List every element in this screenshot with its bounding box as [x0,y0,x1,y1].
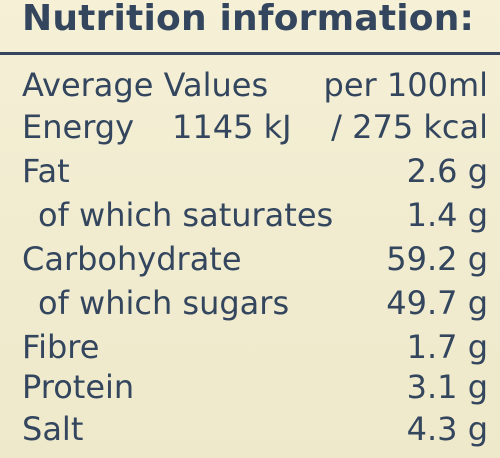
saturates-row: of which saturates 1.4 g [22,194,488,236]
sugars-label: of which sugars [38,284,290,322]
per-100ml-label: per 100ml [323,66,488,104]
salt-label: Salt [22,410,84,448]
fibre-label: Fibre [22,328,100,366]
protein-row: Protein 3.1 g [22,366,488,408]
carbohydrate-row: Carbohydrate 59.2 g [22,238,488,280]
average-values-label: Average Values [22,66,269,104]
energy-label: Energy [22,108,135,146]
header-row: Average Values per 100ml [22,64,488,106]
sugars-row: of which sugars 49.7 g [22,282,488,324]
protein-value: 3.1 g [406,368,488,406]
salt-value: 4.3 g [406,410,488,448]
sugars-value: 49.7 g [386,284,488,322]
salt-row: Salt 4.3 g [22,408,488,450]
title-divider [0,52,500,55]
saturates-value: 1.4 g [406,196,488,234]
carbohydrate-label: Carbohydrate [22,240,242,278]
energy-row: Energy 1145 kJ / 275 kcal [22,106,488,148]
nutrition-title: Nutrition information: [22,0,475,39]
energy-kj-value: 1145 kJ [172,108,292,146]
protein-label: Protein [22,368,135,406]
fat-value: 2.6 g [406,152,488,190]
saturates-label: of which saturates [38,196,334,234]
fibre-row: Fibre 1.7 g [22,326,488,368]
carbohydrate-value: 59.2 g [386,240,488,278]
energy-kcal-value: / 275 kcal [331,108,488,146]
fat-row: Fat 2.6 g [22,150,488,192]
fibre-value: 1.7 g [406,328,488,366]
fat-label: Fat [22,152,70,190]
